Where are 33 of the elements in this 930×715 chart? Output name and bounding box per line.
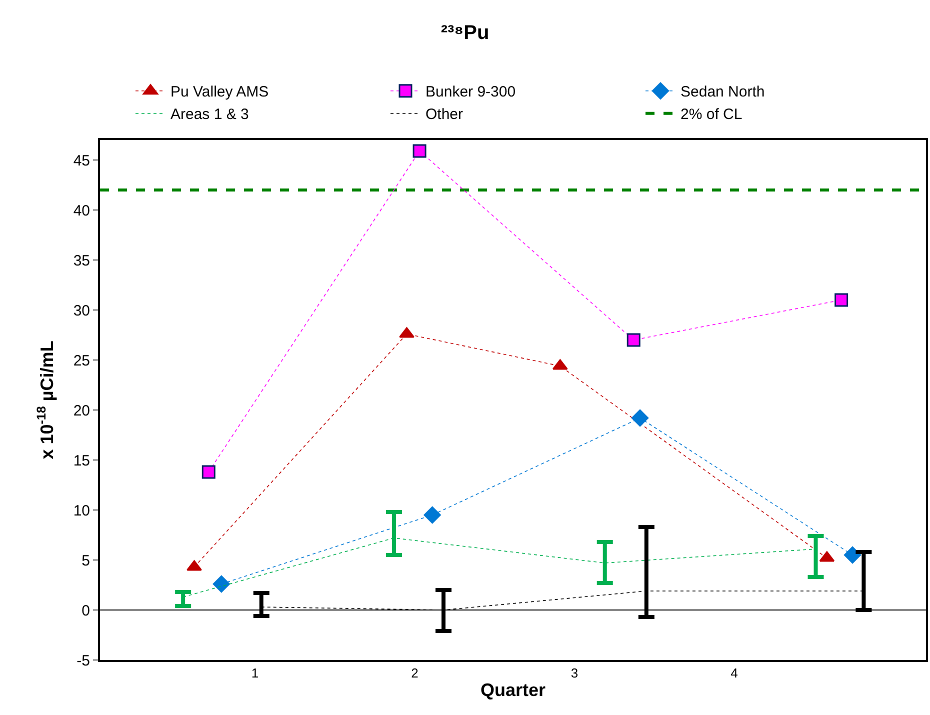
y-tick-label: 35 xyxy=(73,252,90,270)
legend-label: Other xyxy=(426,106,464,124)
y-tick-label: 15 xyxy=(73,452,90,470)
y-tick-label: 30 xyxy=(73,302,90,320)
point xyxy=(202,465,216,479)
point xyxy=(834,293,848,307)
point xyxy=(424,506,441,524)
legend-label: Sedan North xyxy=(680,84,765,101)
x-tick-label: 3 xyxy=(570,666,578,681)
y-tick-label: 45 xyxy=(73,152,90,170)
point xyxy=(186,560,202,571)
y-tick-label: 5 xyxy=(82,552,90,570)
y-tick-label: 20 xyxy=(73,402,90,420)
legend-label: 2% of CL xyxy=(680,106,742,124)
point xyxy=(631,409,649,427)
y-tick-label: 0 xyxy=(82,602,90,620)
legend-label: Pu Valley AMS xyxy=(170,84,269,101)
point xyxy=(399,327,414,338)
x-axis-title: Quarter xyxy=(480,680,546,700)
point xyxy=(412,144,426,158)
point xyxy=(212,575,230,593)
y-tick-label: 40 xyxy=(73,202,90,220)
point xyxy=(626,333,640,347)
x-tick-label: 2 xyxy=(411,666,418,681)
point xyxy=(844,546,862,564)
y-tick-label: -5 xyxy=(76,652,90,670)
x-tick-label: 4 xyxy=(730,666,738,681)
legend-label: Areas 1 & 3 xyxy=(170,106,249,124)
y-tick-label: 25 xyxy=(73,352,90,370)
y-tick-label: 10 xyxy=(73,502,90,520)
chart-title: ²³⁸Pu xyxy=(440,22,490,44)
legend-label: Bunker 9-300 xyxy=(426,84,516,101)
x-tick-label: 1 xyxy=(251,666,259,681)
